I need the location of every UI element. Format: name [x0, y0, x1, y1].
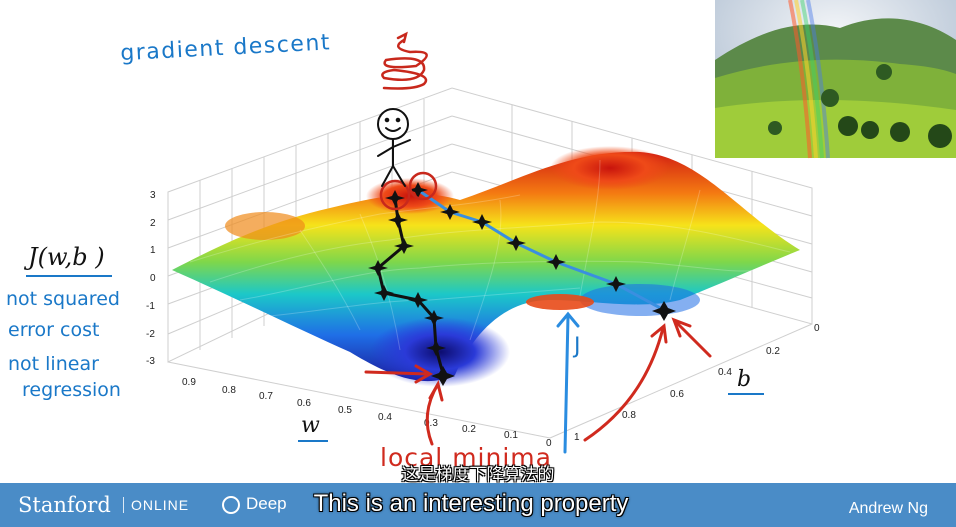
z-tick: -2	[146, 329, 155, 340]
z-tick: -1	[146, 301, 155, 312]
stick-figure	[377, 108, 411, 187]
descent-path-right	[408, 182, 676, 321]
landscape-photo	[715, 0, 956, 159]
w-tick: 0.6	[297, 398, 311, 409]
z-tick: 0	[150, 273, 156, 284]
stanford-online-text: ONLINE	[123, 497, 189, 513]
note-error-cost: error cost	[8, 319, 99, 341]
b-tick: 1	[574, 432, 580, 443]
deeplearning-logo-icon	[222, 496, 240, 514]
w-tick: 0.8	[222, 385, 236, 396]
w-tick: 0.9	[182, 377, 196, 388]
instructor-name: Andrew Ng	[848, 500, 928, 517]
b-tick: 0.6	[670, 389, 684, 400]
b-tick: 0.2	[766, 346, 780, 357]
subtitle-chinese: 这是梯度下降算法的	[401, 465, 555, 485]
w-tick: 0	[546, 438, 552, 449]
w-tick: 0.2	[462, 424, 476, 435]
w-tick: 0.3	[424, 418, 438, 429]
note-not-linear: not linear	[8, 353, 99, 375]
w-axis-ticks: 0.9 0.8 0.7 0.6 0.5 0.4 0.3 0.2 0.1 0	[182, 377, 552, 449]
step-stars	[368, 190, 455, 386]
cost-surface	[172, 146, 800, 387]
red-arrows	[364, 317, 712, 446]
w-tick: 0.7	[259, 391, 273, 402]
stanford-logo: Stanford	[18, 493, 111, 517]
gradient-descent-label: gradient descent	[120, 30, 332, 66]
z-axis-ticks: 3 2 1 0 -1 -2 -3	[146, 190, 156, 367]
partner-logo-text: Deep	[246, 494, 287, 513]
note-not-squared: not squared	[6, 288, 120, 310]
local-minima-label: local minima	[380, 443, 552, 472]
w-tick: 0.1	[504, 430, 518, 441]
footer-bar: Stanford ONLINE Deep Andrew Ng	[0, 483, 956, 527]
cost-function-label: J(w,b )	[23, 243, 105, 271]
z-tick: -3	[146, 356, 155, 367]
spiral-scribble	[381, 31, 428, 90]
z-tick: 1	[150, 245, 156, 256]
subtitle-english: This is an interesting property	[313, 490, 629, 517]
j-arrow-label: J	[572, 334, 581, 359]
start-circles	[379, 171, 438, 211]
z-tick: 3	[150, 190, 156, 201]
b-tick: 0.4	[718, 367, 732, 378]
w-axis-label: w	[301, 413, 320, 438]
b-tick: 0.8	[622, 410, 636, 421]
w-tick: 0.5	[338, 405, 352, 416]
b-axis-label: b	[737, 367, 751, 392]
b-tick: 0	[814, 323, 820, 334]
z-tick: 2	[150, 218, 156, 229]
w-tick: 0.4	[378, 412, 392, 423]
descent-path-left	[368, 190, 455, 386]
b-axis-ticks: 0 0.2 0.4 0.6 0.8 1	[574, 323, 820, 443]
j-arrow	[556, 311, 580, 454]
note-regression: regression	[22, 379, 121, 401]
